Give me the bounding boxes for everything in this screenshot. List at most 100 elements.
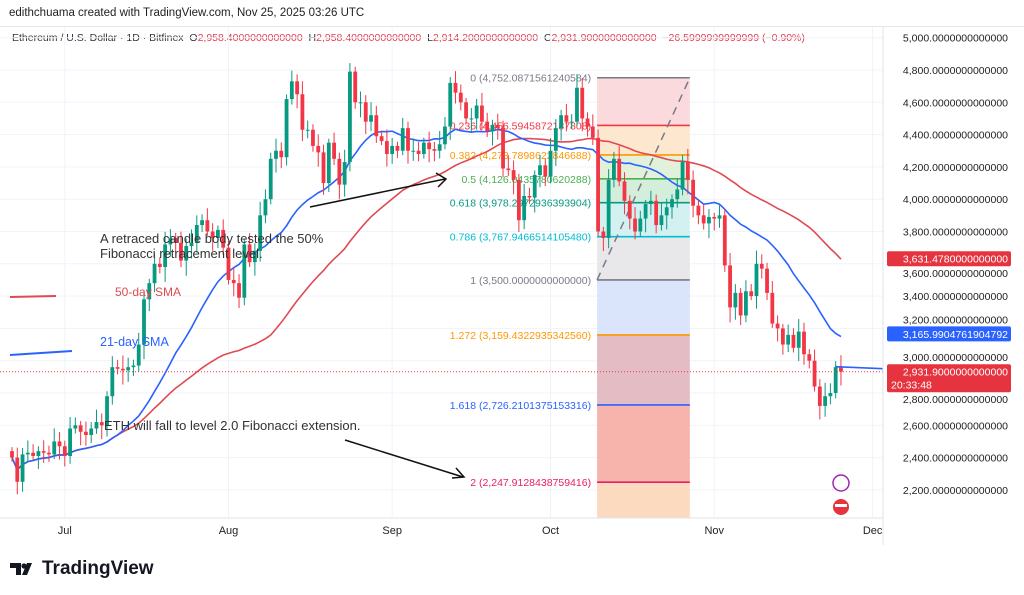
candle-body: [168, 237, 173, 245]
candle-body: [833, 367, 838, 393]
candle-body: [765, 268, 769, 293]
candle-body: [379, 136, 384, 142]
annotation-text: A retraced candle body tested the 50%: [100, 231, 324, 246]
candle-body: [469, 118, 474, 120]
fib-level-label: 1.618 (2,726.2101375153316): [450, 400, 591, 412]
sma-50-price-badge: [887, 251, 1011, 267]
fib-level-label: 0.382 (4,273.7898622846688): [450, 150, 591, 162]
price-tick-label: 3,600.0000000000000: [903, 268, 1008, 280]
candle-body: [326, 142, 331, 184]
fib-zone: [597, 334, 690, 405]
candle-body: [342, 162, 347, 185]
candle-body: [126, 367, 131, 371]
candle-body: [15, 457, 20, 482]
candle-body: [754, 263, 759, 297]
candle-body: [147, 283, 152, 300]
candle-body: [427, 142, 432, 150]
candle-body: [664, 207, 669, 216]
time-tick-label: Jul: [58, 525, 72, 537]
candle-body: [300, 94, 305, 130]
candle-body: [316, 145, 321, 153]
candle-body: [590, 126, 595, 138]
price-tick-label: 3,400.0000000000000: [903, 291, 1008, 303]
candle-body: [142, 299, 146, 345]
arrow-head-icon: [451, 467, 466, 479]
fib-zone: [597, 404, 690, 483]
candle-body: [501, 128, 505, 169]
fib-level-label: 0.5 (4,126.0435780620288): [461, 174, 591, 186]
candle-body: [553, 128, 558, 151]
candle-body: [274, 150, 278, 159]
candle-body: [575, 87, 579, 122]
candle-body: [548, 150, 553, 177]
candle-body: [606, 179, 611, 238]
tradingview-logo[interactable]: TradingView: [10, 558, 154, 580]
candle-body: [532, 174, 537, 198]
candle-body: [791, 334, 796, 348]
candle-body: [242, 244, 247, 298]
us-flag-stripe-icon: [835, 504, 847, 507]
candle-body: [421, 142, 426, 154]
candle-body: [216, 229, 220, 238]
time-tick-label: Dec: [863, 525, 883, 537]
candle-body: [712, 216, 717, 219]
candle-body: [237, 283, 241, 298]
price-tick-label: 2,400.0000000000000: [903, 453, 1008, 465]
candle-body: [10, 451, 14, 458]
candle-body: [194, 225, 199, 243]
candle-body: [817, 386, 822, 406]
candle-body: [643, 204, 648, 219]
sma-50-legend-label: 50-day SMA: [115, 285, 181, 299]
annotation-text: ETH will fall to level 2.0 Fibonacci ext…: [104, 418, 361, 433]
candle-body: [416, 150, 421, 154]
fib-level-label: 0 (4,752.0871561240584): [470, 73, 591, 85]
candle-body: [627, 200, 632, 219]
candle-body: [20, 454, 25, 482]
candle-body: [120, 368, 125, 371]
fib-trend-line: [596, 77, 691, 281]
candle-body: [780, 328, 785, 345]
sma-50-line: [11, 137, 842, 472]
fib-level-label: 0.786 (3,767.9466514105480): [450, 232, 591, 244]
candle-body: [543, 165, 548, 177]
candle-body: [305, 129, 310, 131]
price-chart[interactable]: 0 (4,752.0871561240584)0.236 (4,456.5945…: [0, 0, 1024, 550]
time-tick-label: Oct: [542, 525, 559, 537]
candle-body: [823, 396, 828, 406]
candle-body: [437, 144, 442, 151]
candle-body: [289, 81, 294, 100]
sma-50-price-badge-text: 3,631.4780000000000: [903, 254, 1008, 266]
candle-body: [453, 82, 458, 93]
fib-zone: [597, 482, 690, 518]
candle-body: [94, 422, 99, 429]
candle-body: [675, 189, 680, 200]
time-tick-label: Sep: [382, 525, 402, 537]
candle-body: [189, 242, 194, 247]
candle-body: [358, 102, 363, 104]
candle-body: [99, 422, 104, 426]
candle-body: [670, 199, 674, 208]
candle-body: [696, 205, 701, 216]
brand-name: TradingView: [42, 558, 154, 579]
candle-body: [432, 149, 437, 151]
fib-level-label: 1 (3,500.0000000000000): [470, 275, 591, 287]
candle-body: [231, 279, 236, 284]
sma-50-legend-line: [9, 295, 57, 298]
candle-body: [622, 181, 627, 201]
candle-body: [564, 115, 569, 122]
candle-body: [717, 215, 722, 219]
candle-body: [722, 215, 727, 266]
candle-body: [464, 102, 468, 119]
candle-body: [89, 428, 94, 435]
last-price-badge-text: 2,931.9000000000000: [903, 367, 1008, 379]
tradingview-logo-icon: [10, 563, 32, 575]
candle-body: [31, 452, 36, 456]
candle-body: [738, 292, 743, 316]
candle-body: [363, 102, 368, 122]
candle-body: [200, 220, 204, 226]
candle-body: [184, 246, 189, 261]
candle-body: [136, 344, 141, 366]
candle-body: [733, 292, 738, 308]
candle-body: [163, 244, 168, 268]
candle-body: [580, 87, 585, 119]
